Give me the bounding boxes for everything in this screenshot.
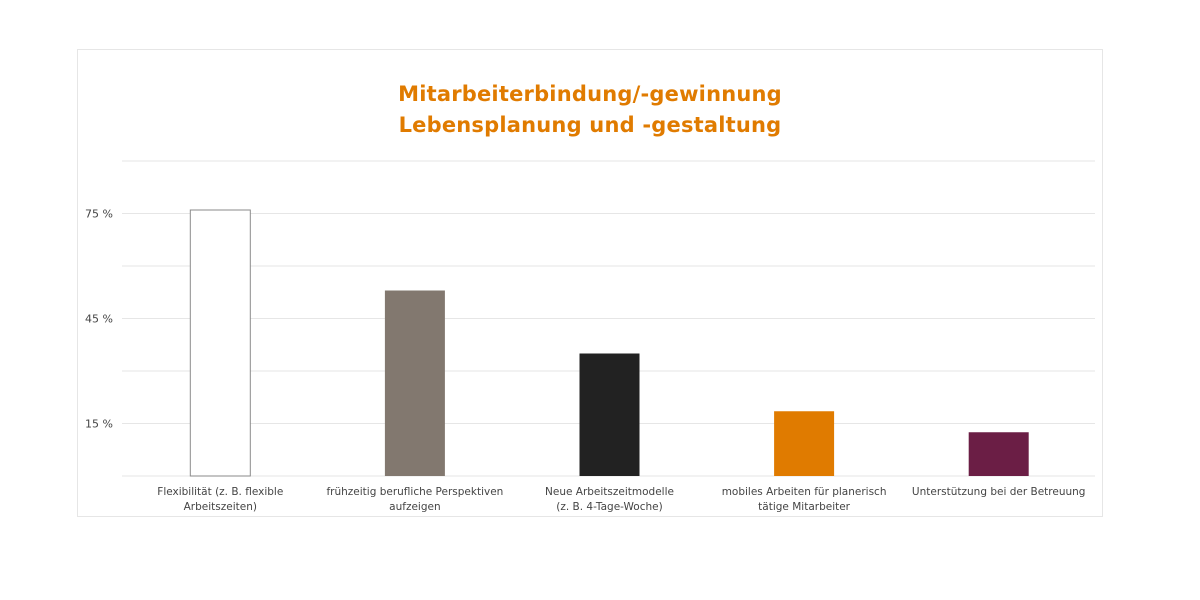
x-tick-label: tätige Mitarbeiter	[758, 501, 851, 513]
bar	[384, 290, 445, 476]
x-tick-label: Neue Arbeitszeitmodelle	[545, 486, 674, 498]
x-tick-label: Arbeitszeiten)	[184, 501, 257, 513]
x-tick-label: Flexibilität (z. B. flexible	[157, 486, 283, 498]
bar	[189, 209, 251, 477]
bar	[579, 353, 640, 476]
x-tick-label: mobiles Arbeiten für planerisch	[722, 486, 887, 498]
x-tick-label: aufzeigen	[389, 501, 440, 513]
x-tick-label: (z. B. 4-Tage-Woche)	[556, 501, 662, 513]
chart-title-line-1: Mitarbeiterbindung/-gewinnung	[398, 82, 782, 106]
x-tick-label: frühzeitig berufliche Perspektiven	[326, 486, 503, 498]
y-tick-label: 45 %	[85, 313, 113, 326]
y-tick-label: 15 %	[85, 418, 113, 431]
x-tick-label: Unterstützung bei der Betreuung	[912, 486, 1086, 498]
bar	[968, 432, 1029, 476]
bar	[774, 411, 835, 476]
y-tick-label: 75 %	[85, 208, 113, 221]
chart-title-line-2: Lebensplanung und -gestaltung	[398, 113, 782, 137]
